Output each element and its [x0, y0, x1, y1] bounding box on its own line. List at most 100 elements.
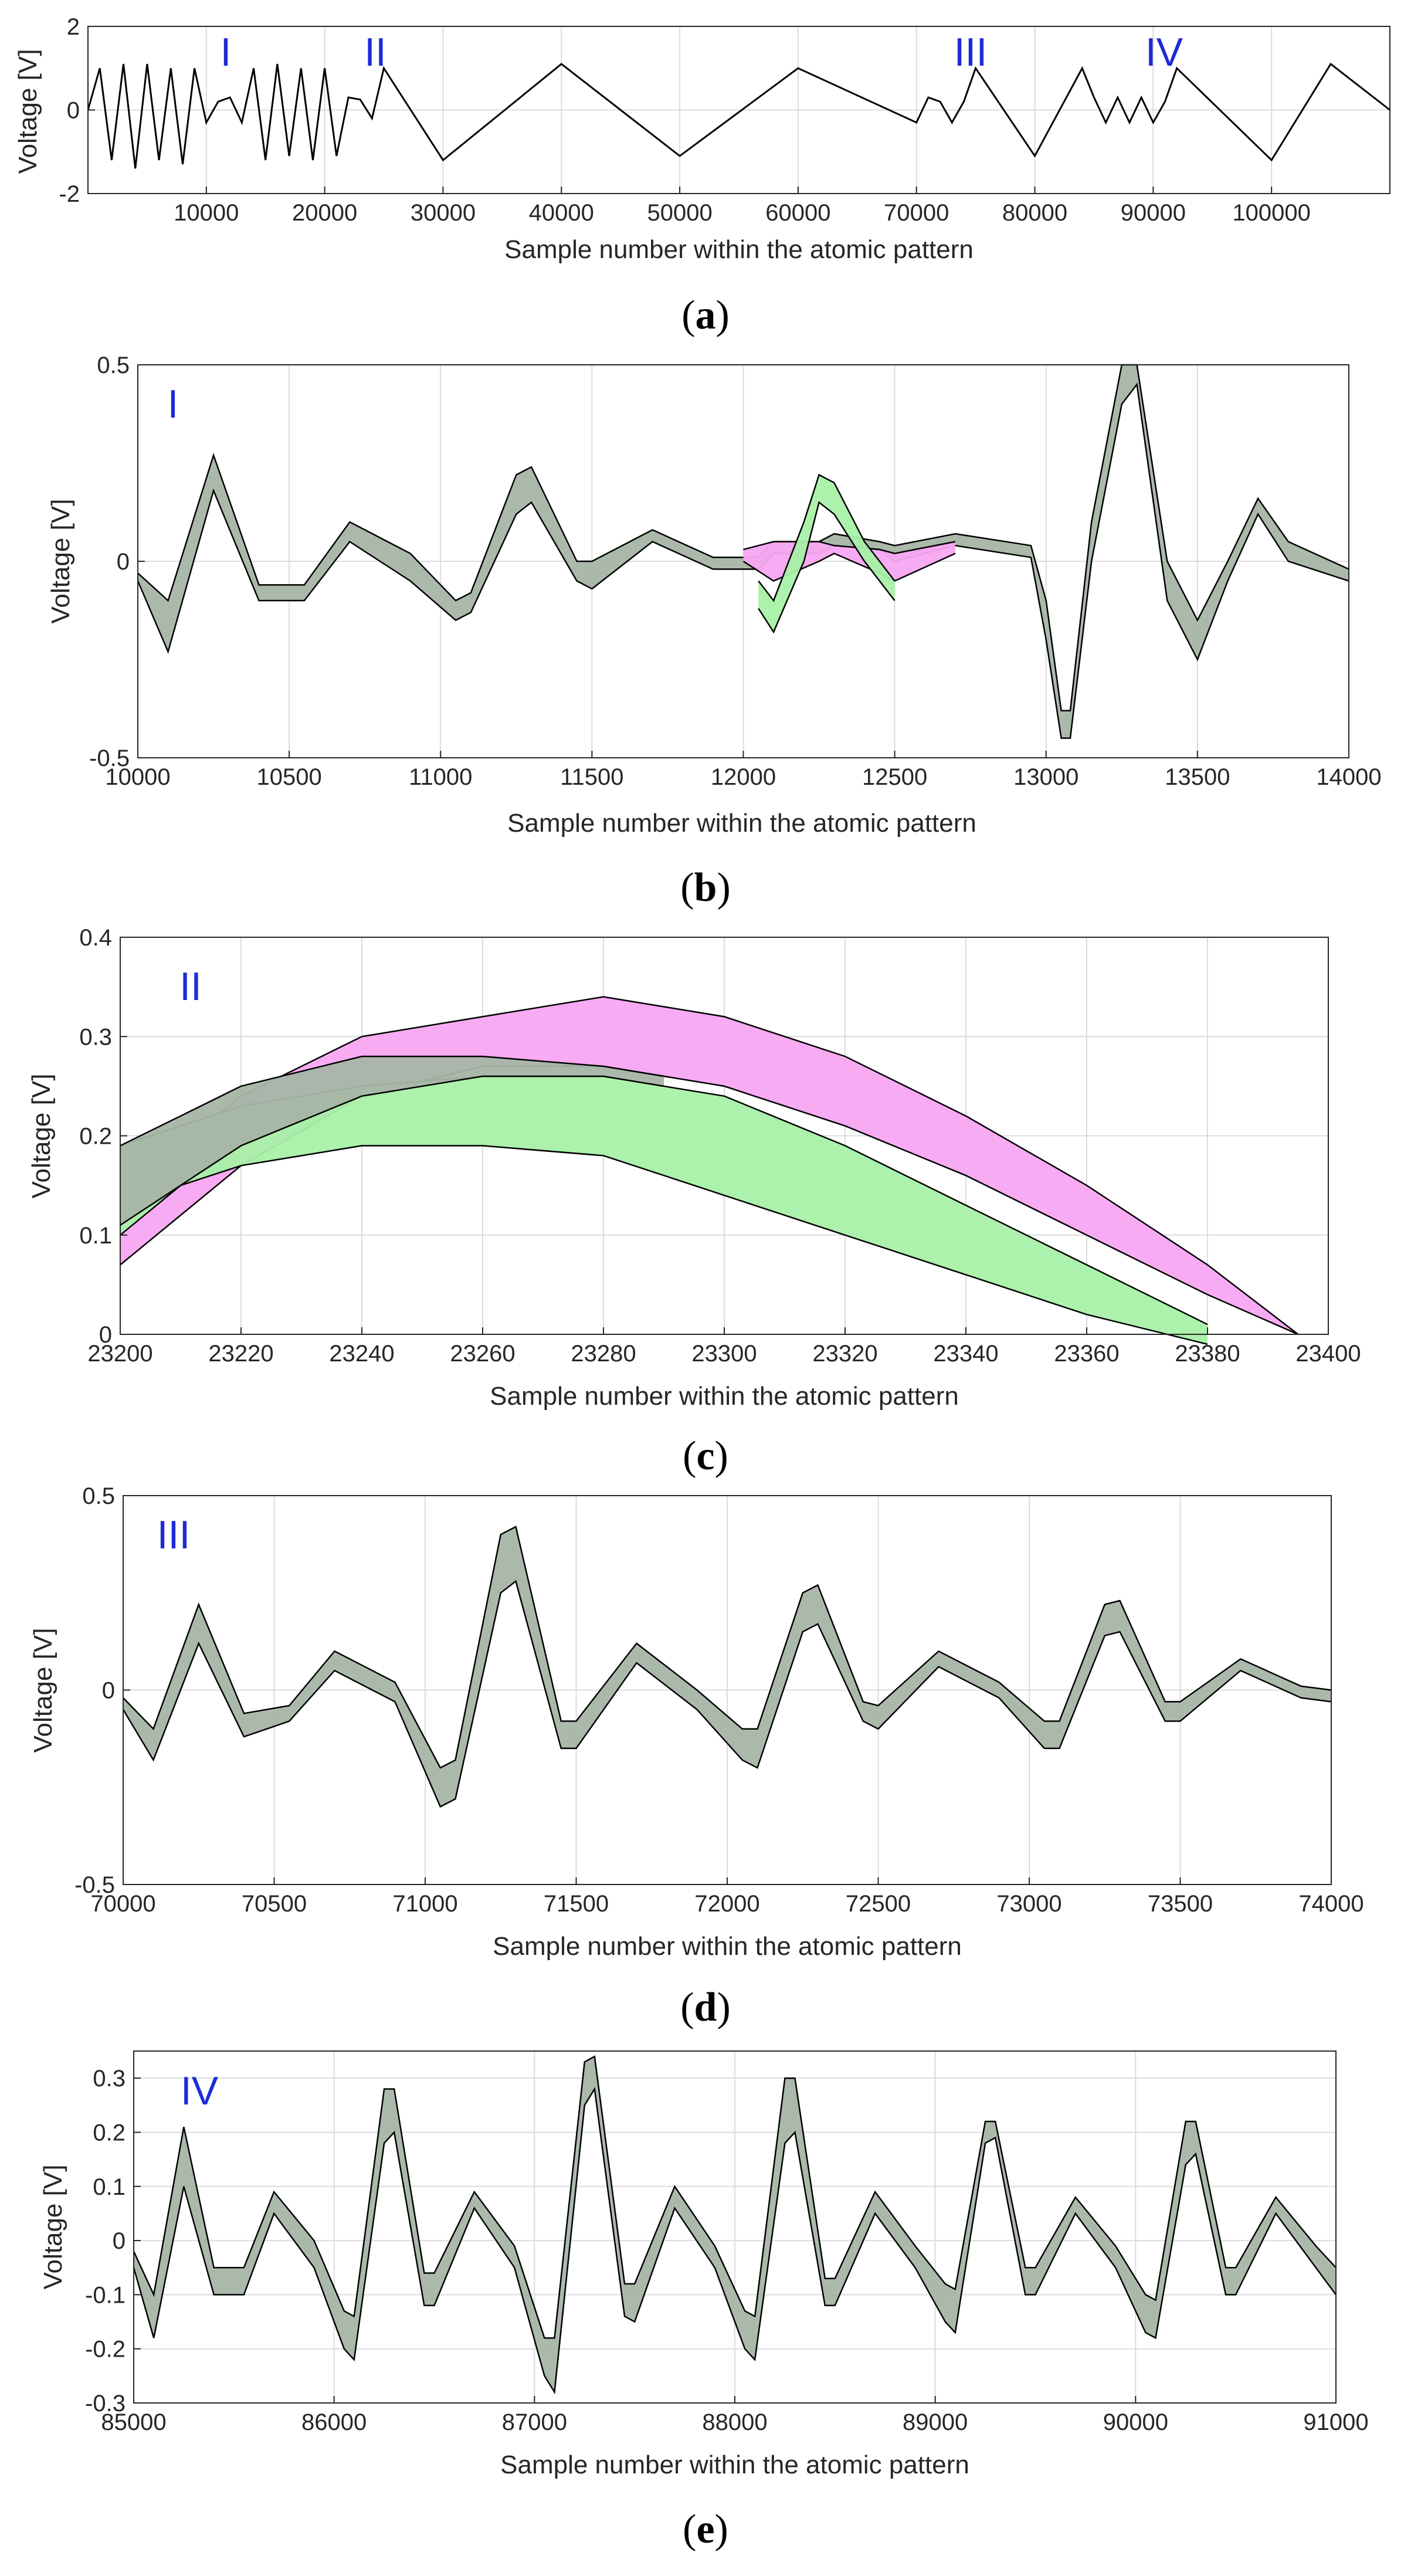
panel-a-x-tick-label: 80000	[1002, 200, 1067, 226]
region-label-4: IV	[1145, 30, 1183, 74]
panel-d: 70000 70500 71000 71500 72000 72500 73000 73500…	[29, 1483, 1364, 2030]
panel-b-y-tick-label: 0	[117, 549, 130, 575]
panel-e-y-ticks: -0.3 -0.2 -0.1 0 0.1 0.2 0.3	[85, 2066, 141, 2416]
panel-c-x-axis-label: Sample number within the atomic pattern	[490, 1382, 959, 1411]
panel-e: 85000 86000 87000 88000 89000 90000 91000 -0.3…	[39, 2050, 1369, 2552]
panel-c-caption: (c)	[683, 1433, 728, 1479]
panel-e-x-tick-label: 85000	[101, 2409, 166, 2435]
panel-c-axes-frame	[120, 937, 1329, 1335]
panel-a-caption: (a)	[681, 293, 730, 338]
panel-a-x-tick-label: 50000	[647, 200, 712, 226]
panel-b-band-0	[138, 365, 1349, 738]
panel-d-x-axis-label: Sample number within the atomic pattern	[493, 1932, 962, 1961]
panel-a-x-tick-label: 30000	[411, 200, 476, 226]
panel-d-y-ticks: -0.5 0 0.5	[74, 1483, 130, 1898]
panel-b-x-tick-label: 11500	[560, 764, 623, 790]
panel-b-x-tick-label: 13000	[1013, 764, 1078, 790]
panel-d-y-tick-label: 0	[102, 1678, 115, 1704]
panel-a-axes-frame	[87, 26, 1390, 194]
panel-b-y-tick-label: -0.5	[89, 745, 130, 771]
panel-c-x-tick-label: 23260	[450, 1341, 515, 1367]
panel-c-y-tick-label: 0	[99, 1322, 112, 1348]
panel-e-caption: (e)	[683, 2507, 728, 2552]
panel-c-y-tick-label: 0.4	[79, 925, 112, 951]
panel-d-x-tick-label: 71000	[392, 1891, 457, 1917]
panel-d-x-ticks: 70000 70500 71000 71500 72000 72500 73000 73500…	[90, 1877, 1364, 1917]
panel-b-band-2-upper-line	[758, 473, 896, 602]
panel-e-region-label: IV	[181, 2069, 219, 2113]
panel-c-x-tick-label: 23220	[208, 1341, 273, 1367]
panel-c-band-2-lower-line	[120, 1075, 664, 1226]
panel-b-band-2	[758, 474, 895, 632]
panel-a-y-axis-label: Voltage [V]	[13, 49, 42, 174]
panel-c-x-tick-label: 23400	[1295, 1341, 1361, 1367]
panel-a-y-ticks: -2 0 2	[59, 14, 95, 207]
panel-b-x-tick-label: 12500	[862, 764, 927, 790]
panel-c-x-tick-label: 23380	[1175, 1341, 1240, 1367]
panel-d-region-label: III	[157, 1513, 191, 1557]
panel-d-caption: (d)	[680, 1985, 731, 2030]
panel-a-y-tick-label: 0	[67, 98, 80, 124]
panel-c-x-tick-label: 23340	[933, 1341, 998, 1367]
panel-a-x-tick-label: 60000	[765, 200, 830, 226]
panel-b-region-label: I	[168, 382, 179, 426]
panel-c-band-1-lower-line	[120, 1145, 1208, 1345]
panel-e-x-tick-label: 87000	[502, 2409, 567, 2435]
panel-c-x-tick-label: 23300	[691, 1341, 757, 1367]
panel-c-band-2	[120, 1056, 664, 1225]
panel-a: 10000 20000 30000 40000 50000 60000 70000 80000…	[13, 14, 1390, 338]
panel-c-x-ticks: 23200 23220 23240 23260 23280 23300 23320 23340…	[87, 1327, 1361, 1367]
panel-c-y-axis-label: Voltage [V]	[27, 1074, 56, 1199]
panel-e-x-ticks: 85000 86000 87000 88000 89000 90000 91000	[101, 2396, 1369, 2435]
panel-b-series	[137, 364, 1349, 739]
panel-b-y-ticks: -0.5 0 0.5	[89, 352, 145, 771]
panel-b-axes-frame	[137, 364, 1349, 758]
panel-c-series	[120, 996, 1299, 1345]
panel-b-x-tick-label: 13500	[1165, 764, 1230, 790]
panel-d-y-tick-label: 0.5	[82, 1483, 115, 1509]
panel-a-x-axis-label: Sample number within the atomic pattern	[504, 235, 974, 264]
panel-a-y-tick-label: -2	[59, 181, 80, 207]
panel-d-x-tick-label: 72500	[846, 1891, 911, 1917]
panel-a-x-tick-label: 10000	[174, 200, 239, 226]
panel-c-x-tick-label: 23200	[87, 1341, 152, 1367]
panel-d-x-tick-label: 73000	[996, 1891, 1061, 1917]
region-label-2: II	[364, 30, 386, 74]
panel-b-x-tick-label: 12000	[711, 764, 776, 790]
panel-d-x-tick-label: 73500	[1148, 1891, 1213, 1917]
panel-d-band-0-upper-line	[123, 1526, 1332, 1769]
panel-b-y-tick-label: 0.5	[97, 352, 130, 378]
panel-e-series	[133, 2055, 1337, 2395]
panel-b-caption: (b)	[680, 865, 731, 910]
panel-e-x-axis-label: Sample number within the atomic pattern	[500, 2450, 969, 2479]
panel-b-x-tick-label: 14000	[1316, 764, 1381, 790]
panel-e-x-tick-label: 88000	[702, 2409, 767, 2435]
panel-e-x-tick-label: 89000	[903, 2409, 968, 2435]
panel-b-x-tick-label: 10500	[257, 764, 322, 790]
panel-d-y-tick-label: -0.5	[74, 1872, 115, 1898]
panel-a-x-tick-label: 20000	[292, 200, 357, 226]
panel-c: 23200 23220 23240 23260 23280 23300 23320 23340…	[27, 925, 1361, 1479]
panel-d-x-tick-label: 70500	[242, 1891, 307, 1917]
panel-c-x-tick-label: 23280	[571, 1341, 636, 1367]
panel-c-y-tick-label: 0.2	[79, 1124, 112, 1150]
panel-d-axes-frame	[123, 1495, 1332, 1885]
panel-d-y-axis-label: Voltage [V]	[29, 1628, 57, 1753]
panel-a-series	[87, 62, 1390, 169]
panel-a-x-ticks: 10000 20000 30000 40000 50000 60000 70000 80000…	[174, 187, 1311, 226]
panel-d-x-tick-label: 74000	[1298, 1891, 1363, 1917]
panel-c-x-tick-label: 23360	[1054, 1341, 1119, 1367]
panel-d-band-0-lower-line	[122, 1580, 1332, 1808]
panel-e-y-tick-label: 0.3	[93, 2066, 126, 2092]
panel-b-x-tick-label: 11000	[409, 764, 472, 790]
panel-c-x-tick-label: 23320	[812, 1341, 877, 1367]
panel-b-y-axis-label: Voltage [V]	[46, 499, 75, 624]
panel-b-x-ticks: 10000 10500 11000 11500 12000 12500 13000 13500…	[105, 751, 1382, 790]
panel-a-y-tick-label: 2	[67, 14, 80, 40]
panel-a-x-tick-label: 100000	[1232, 200, 1310, 226]
panel-e-y-tick-label: 0.1	[93, 2174, 126, 2200]
panel-e-x-tick-label: 90000	[1103, 2409, 1168, 2435]
panel-c-y-tick-label: 0.3	[79, 1024, 112, 1050]
panel-e-x-tick-label: 86000	[301, 2409, 367, 2435]
